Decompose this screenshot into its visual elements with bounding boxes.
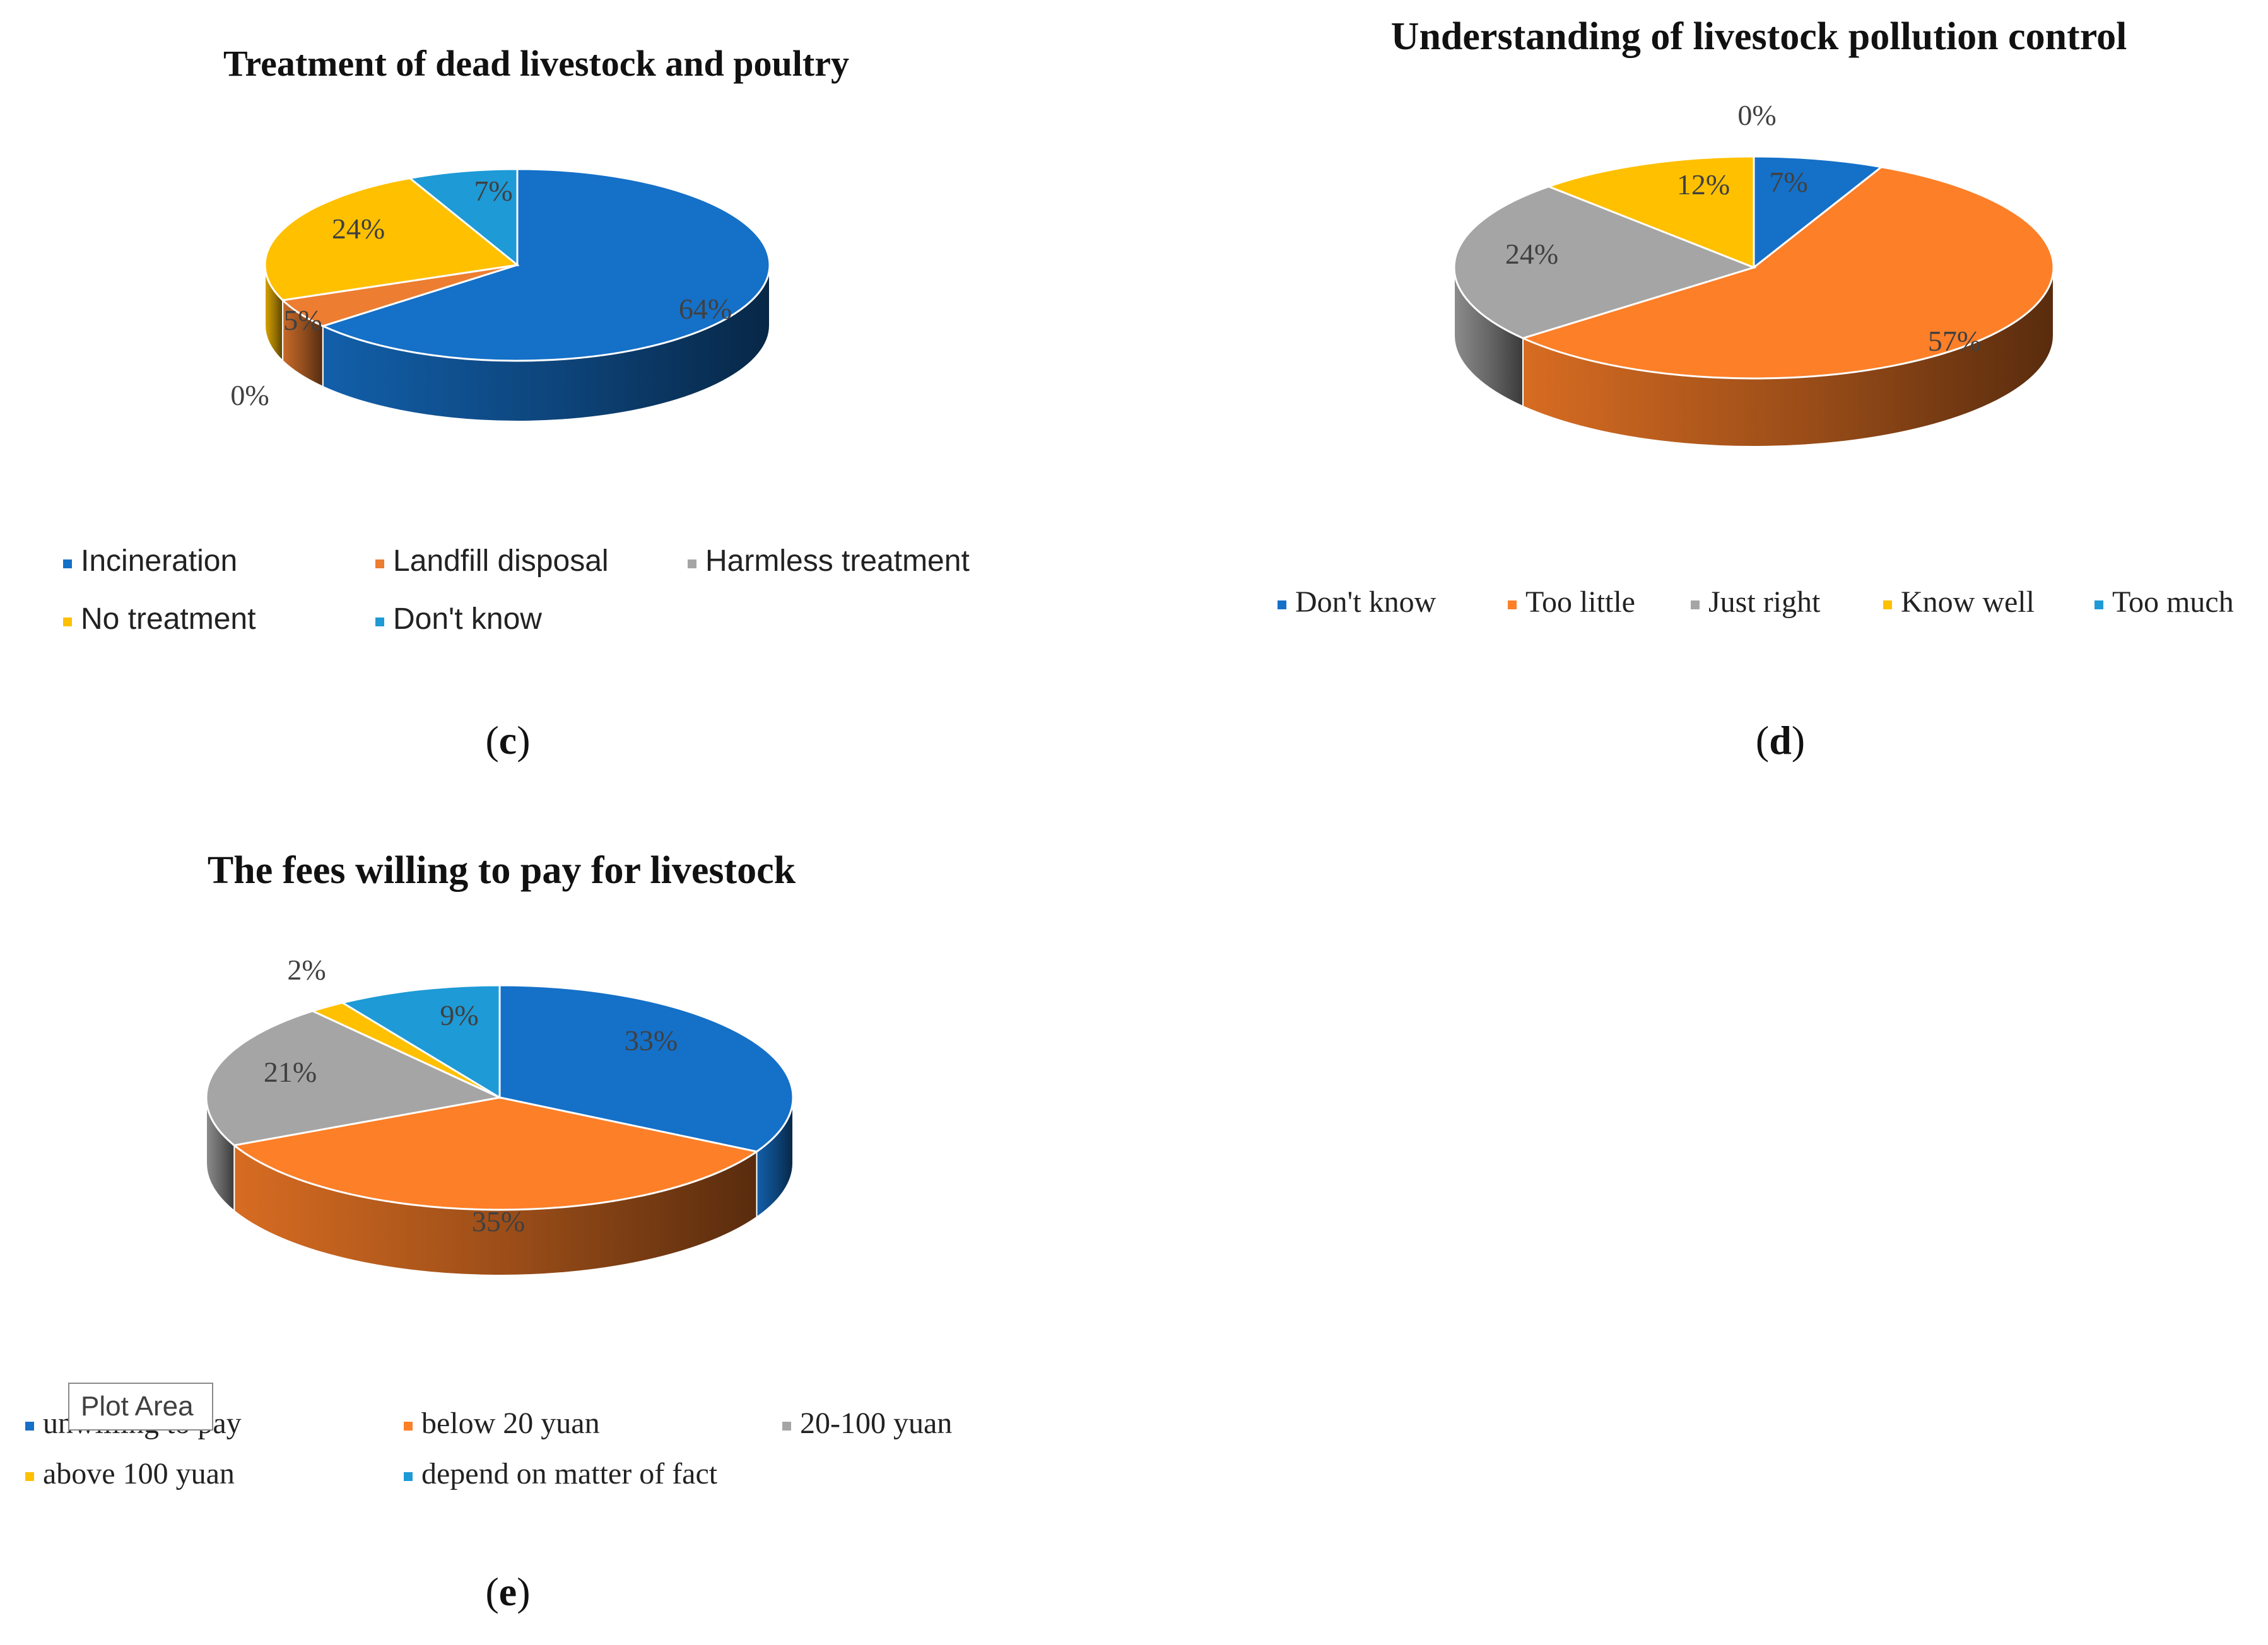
legend-item: Know well [1883,585,2035,619]
legend-item: below 20 yuan [404,1407,600,1440]
legend-swatch [1278,600,1286,609]
pie-chart-d: 7% 57% 24% 12% 0% Understanding of livestock … [1278,15,2234,763]
legend-item: No treatment [63,602,256,636]
legend-item: Don't know [1278,585,1437,619]
legend-swatch [1508,600,1517,609]
legend-item: Just right [1691,585,1821,619]
data-label-know-well: 12% [1677,168,1730,201]
legend-item: depend on matter of fact [404,1457,718,1490]
data-label-don-t-know: 7% [474,175,512,207]
slice-unwilling-to-pay [498,984,794,1153]
legend-swatch [63,618,72,626]
slice-no-treatment [264,177,520,301]
legend-label: below 20 yuan [421,1407,600,1440]
plot-area-tooltip: Plot Area [68,1383,213,1431]
data-label-too-much: 0% [1737,99,1776,131]
legend-swatch [25,1422,34,1431]
legend-label: Don't know [393,602,542,636]
legend-label: 20-100 yuan [800,1407,952,1440]
legend-item: Too much [2095,585,2234,619]
slice-below-20-yuan [232,1096,760,1211]
data-label-don-t-know: 7% [1769,166,1807,198]
legend-swatch [404,1472,413,1481]
pie-chart-c: 64% 5% 0% 24% 7% Treatment of dead livestock … [63,43,970,763]
data-label-no-treatment: 24% [332,213,385,245]
legend-label: Too much [2112,585,2234,619]
slice-depend-on-matter-of-fact [339,984,501,1099]
slice-too-little [1520,166,2055,380]
legend-label: Just right [1708,585,1821,619]
data-label-below-20-yuan: 35% [472,1205,525,1238]
legend-swatch [63,559,72,568]
legend-swatch [375,618,384,626]
legend-item: Too little [1508,585,1635,619]
chart-title: Understanding of livestock pollution con… [1391,15,2127,58]
legend-item: 20-100 yuan [782,1407,952,1440]
data-label-incineration: 64% [679,293,732,325]
legend: Incineration Landfill disposal Harmless tr… [63,544,970,636]
data-label-depend-on-matter-of-fact: 9% [440,999,478,1031]
legend-swatch [782,1422,791,1431]
data-label-landfill-disposal: 5% [283,304,322,336]
legend: Don't know Too little Just right Know well T… [1278,585,2234,619]
legend-swatch [404,1422,413,1431]
slice-20-100-yuan [205,1010,503,1147]
data-label-harmless-treatment: 0% [230,379,269,411]
slice-incineration [320,168,771,362]
slice-don-t-know [1753,155,1884,270]
panel-label: (d) [1756,718,1805,763]
legend-item: above 100 yuan [25,1457,235,1490]
data-label-unwilling-to-pay: 33% [625,1024,678,1057]
legend-item: Incineration [63,544,237,578]
legend-swatch [2095,600,2103,609]
legend-item: Harmless treatment [688,544,970,578]
panel-label: (c) [485,718,530,763]
data-label-just-right: 24% [1505,238,1558,270]
chart-title: Treatment of dead livestock and poultry [223,43,849,84]
legend-label: Know well [1901,585,2035,619]
panel-label: (e) [485,1569,530,1614]
data-label-above-100-yuan: 2% [287,954,326,986]
slice-don-t-know [408,168,519,267]
legend-label: Landfill disposal [393,544,609,578]
legend-item: Don't know [375,602,542,636]
data-label-20-100-yuan: 21% [264,1056,317,1088]
slice-just-right [1453,185,1757,339]
data-label-too-little: 57% [1928,325,1981,357]
legend-label: depend on matter of fact [421,1457,718,1490]
legend-swatch [25,1472,34,1481]
slice-know-well [1546,155,1755,269]
legend-label: above 100 yuan [43,1457,235,1490]
pie-chart-e: 33% 35% 21% 2% 9% The fees willing to pay for… [25,849,952,1614]
legend-swatch [688,559,696,568]
legend-swatch [375,559,384,568]
legend-item: Landfill disposal [375,544,609,578]
legend-label: Too little [1525,585,1635,619]
chart-title: The fees willing to pay for livestock [208,849,796,892]
legend-label: No treatment [81,602,256,636]
legend-swatch [1691,600,1700,609]
legend-label: Don't know [1295,585,1437,619]
legend-swatch [1883,600,1892,609]
legend-label: Harmless treatment [705,544,970,578]
legend-label: Incineration [81,544,237,578]
